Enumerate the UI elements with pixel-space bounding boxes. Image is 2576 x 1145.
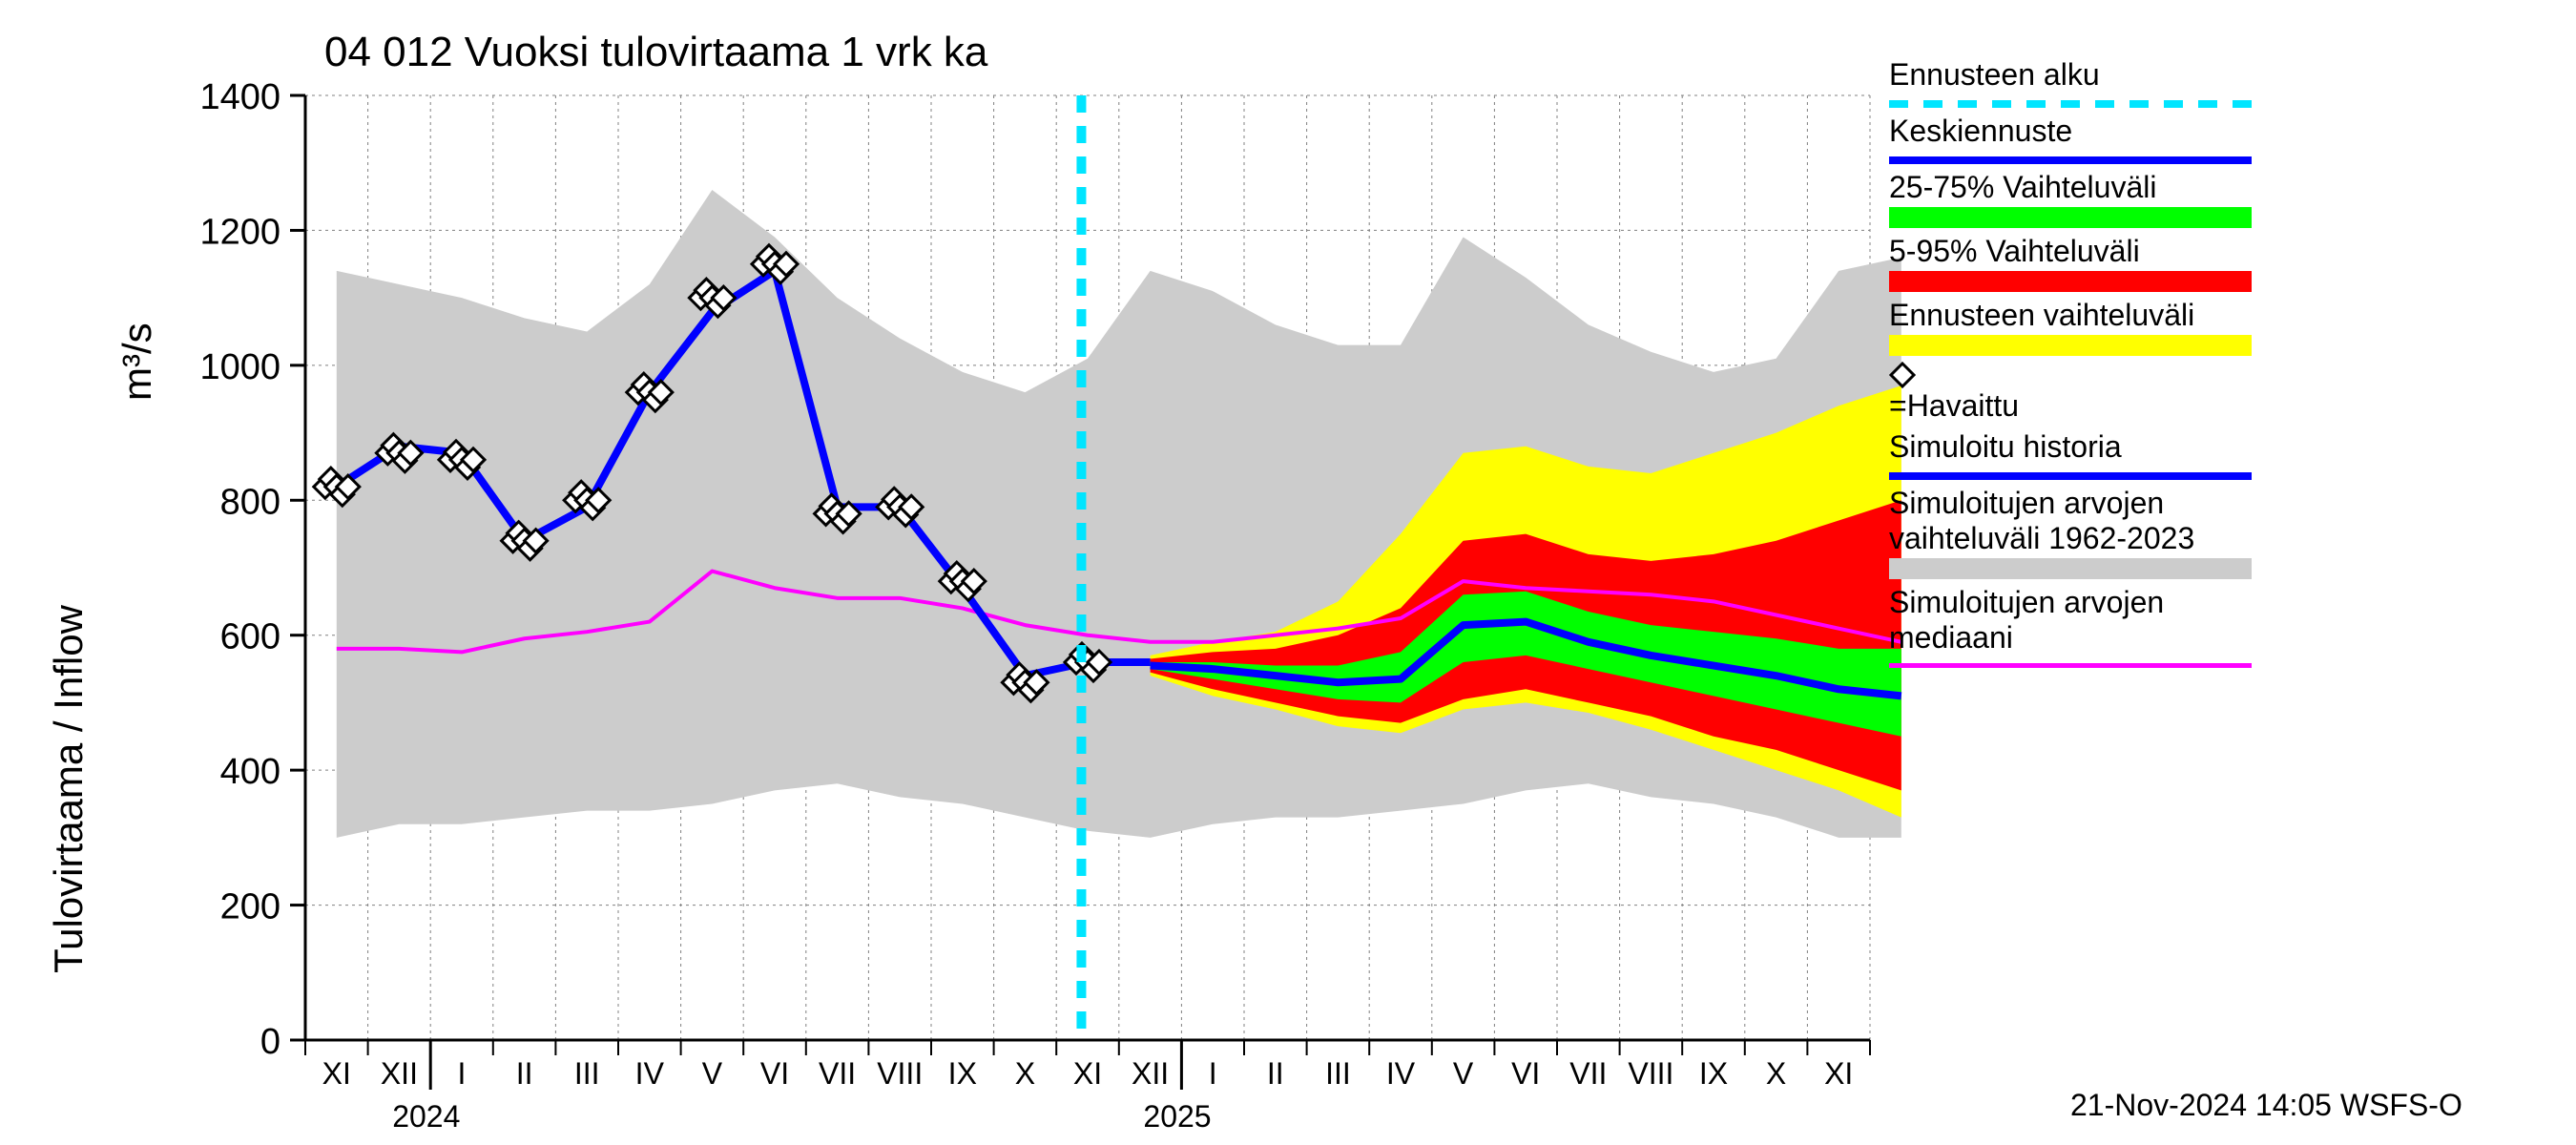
legend-entry: 5-95% Vaihteluväli (1889, 234, 2252, 292)
svg-text:XI: XI (1824, 1056, 1853, 1091)
year-label: 2025 (1143, 1099, 1211, 1135)
legend-swatch (1889, 663, 2252, 668)
legend-entry: Simuloitujen arvojenmediaani (1889, 585, 2252, 668)
legend-entry: =Havaittu (1889, 362, 2252, 424)
svg-text:III: III (574, 1056, 600, 1091)
legend-swatch (1889, 156, 2252, 164)
svg-text:600: 600 (220, 617, 280, 657)
svg-text:X: X (1015, 1056, 1035, 1091)
legend-label: 5-95% Vaihteluväli (1889, 234, 2252, 269)
legend-label: Simuloitujen arvojenmediaani (1889, 585, 2252, 656)
svg-text:VI: VI (760, 1056, 789, 1091)
svg-text:III: III (1325, 1056, 1351, 1091)
svg-text:I: I (458, 1056, 467, 1091)
svg-text:V: V (702, 1056, 723, 1091)
svg-text:IX: IX (948, 1056, 977, 1091)
diamond-icon (1889, 362, 2252, 388)
svg-text:400: 400 (220, 752, 280, 792)
legend-entry: 25-75% Vaihteluväli (1889, 170, 2252, 228)
legend-entry: Ennusteen vaihteluväli (1889, 298, 2252, 356)
svg-text:VII: VII (1569, 1056, 1607, 1091)
chart-title: 04 012 Vuoksi tulovirtaama 1 vrk ka (324, 29, 987, 76)
footer-timestamp: 21-Nov-2024 14:05 WSFS-O (2070, 1088, 2462, 1123)
svg-text:VIII: VIII (877, 1056, 923, 1091)
year-label: 2024 (392, 1099, 460, 1135)
svg-text:XII: XII (381, 1056, 418, 1091)
svg-text:1000: 1000 (199, 347, 280, 387)
svg-text:XII: XII (1132, 1056, 1169, 1091)
svg-text:I: I (1209, 1056, 1217, 1091)
legend-entry: Keskiennuste (1889, 114, 2252, 164)
legend-label: Keskiennuste (1889, 114, 2252, 149)
svg-text:II: II (1267, 1056, 1284, 1091)
svg-text:VIII: VIII (1628, 1056, 1673, 1091)
legend-entry: Simuloitujen arvojenvaihteluväli 1962-20… (1889, 486, 2252, 579)
svg-text:VI: VI (1511, 1056, 1540, 1091)
legend: Ennusteen alku Keskiennuste 25-75% Vaihtel… (1889, 57, 2252, 674)
legend-label: Ennusteen alku (1889, 57, 2252, 93)
legend-label: Simuloitu historia (1889, 429, 2252, 465)
legend-swatch (1889, 558, 2252, 579)
legend-swatch (1889, 207, 2252, 228)
legend-swatch (1889, 335, 2252, 356)
legend-swatch (1889, 271, 2252, 292)
svg-text:1200: 1200 (199, 212, 280, 252)
svg-text:V: V (1453, 1056, 1474, 1091)
svg-text:IV: IV (1386, 1056, 1416, 1091)
svg-text:XI: XI (1073, 1056, 1102, 1091)
svg-text:II: II (516, 1056, 533, 1091)
legend-label: =Havaittu (1889, 362, 2252, 424)
chart-container: 04 012 Vuoksi tulovirtaama 1 vrk ka Tulo… (0, 0, 2576, 1145)
svg-text:0: 0 (260, 1022, 280, 1062)
svg-text:VII: VII (819, 1056, 856, 1091)
legend-label: Simuloitujen arvojenvaihteluväli 1962-20… (1889, 486, 2252, 556)
svg-text:1400: 1400 (199, 77, 280, 117)
svg-text:800: 800 (220, 482, 280, 522)
svg-text:200: 200 (220, 887, 280, 927)
legend-swatch (1889, 472, 2252, 480)
svg-text:IV: IV (635, 1056, 665, 1091)
legend-label: Ennusteen vaihteluväli (1889, 298, 2252, 333)
legend-entry: Ennusteen alku (1889, 57, 2252, 108)
svg-text:IX: IX (1699, 1056, 1728, 1091)
y-axis-unit: m³/s (114, 323, 160, 401)
svg-text:XI: XI (322, 1056, 351, 1091)
legend-swatch (1889, 100, 2252, 108)
y-axis-label: Tulovirtaama / Inflow (46, 605, 92, 973)
svg-text:X: X (1766, 1056, 1786, 1091)
legend-entry: Simuloitu historia (1889, 429, 2252, 480)
legend-label: 25-75% Vaihteluväli (1889, 170, 2252, 205)
